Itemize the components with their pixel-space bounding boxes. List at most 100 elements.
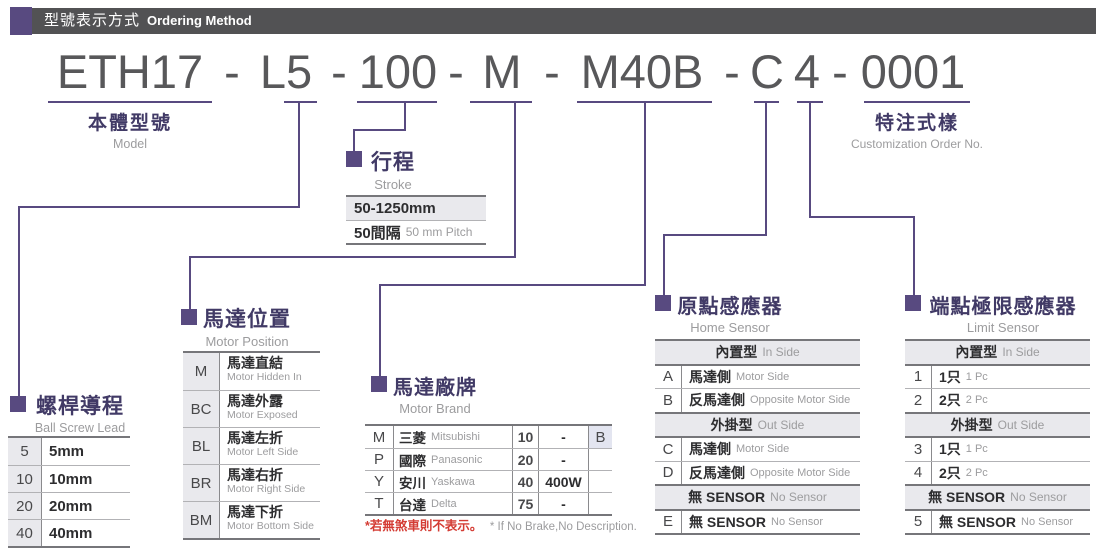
power-value-text: - [561,451,566,468]
position-desc-en: Motor Bottom Side [227,520,314,532]
connector-position [189,256,516,258]
connector-limit [913,216,915,297]
brand-name-en: Mitsubishi [431,431,480,443]
brake-footnote-zh: *若無煞車則不表示。 [365,519,483,533]
brand-name: 台達 Delta [394,493,513,514]
brake-code [589,471,612,492]
table-row: E 無 SENSOR No Sensor [655,508,860,533]
table-row: C 馬達側 Motor Side [655,436,860,461]
position-desc-zh: 馬達下折 [227,504,283,520]
power-value-text: 400W [545,473,582,490]
sensor-desc-zh: 1只 [939,441,961,458]
lead-value-text: 10mm [49,470,93,488]
brand-name-zh: 三菱 [399,431,426,446]
connector-stroke [353,129,355,153]
table-row: Y 安川 Yaskawa 40 400W [365,470,612,492]
connector-limit [809,103,811,218]
connector-lead [18,206,300,208]
group-header-en: In Side [1002,345,1040,360]
sensor-desc-en: 1 Pc [965,443,988,456]
sensor-desc-zh: 2只 [939,392,961,409]
group-header-zh: 內置型 [955,344,998,361]
sensor-code: B [655,389,682,412]
position-desc: 馬達直結 Motor Hidden In [220,353,320,390]
brand-name-zh: 安川 [399,475,426,491]
table-row: D 反馬達側 Opposite Motor Side [655,460,860,484]
connector-position [189,256,191,311]
stroke-pitch-zh: 50間隔 [354,224,401,242]
sensor-desc-en: Motor Side [736,443,790,456]
custom-order-label: 特注式樣 Customization Order No. [834,108,1000,151]
model-body-label: 本體型號 Model [48,108,212,151]
brake-code: B [589,426,612,448]
limit-sensor-title-zh: 端點極限感應器 [929,296,1077,318]
model-segment-custom: 0001 [860,45,966,98]
power-code: 20 [513,449,539,470]
connector-lead [18,206,20,398]
sensor-desc-en: 2 Pc [965,466,988,479]
underline-position [470,101,532,103]
underline-brand [577,101,712,103]
sensor-desc-zh: 反馬達側 [689,392,745,409]
table-row: A 馬達側 Motor Side [655,363,860,388]
position-code: BC [183,391,220,427]
table-row: P 國際 Panasonic 20 - [365,448,612,470]
model-dash: - [448,45,464,98]
sensor-desc: 1只 1 Pc [932,366,1090,389]
lead-code: 40 [8,520,42,546]
sensor-desc: 2只 2 Pc [932,389,1090,412]
table-group-header: 無 SENSOR No Sensor [655,484,860,509]
home-sensor-table: 內置型 In Side A 馬達側 Motor Side B 反馬達側 Oppo… [655,339,860,535]
stroke-title-en: Stroke [374,177,412,192]
sensor-desc: 1只 1 Pc [932,438,1090,461]
section-header-bar [10,8,1096,34]
sensor-desc-zh: 2只 [939,464,961,481]
position-code: M [183,353,220,390]
model-body-label-en: Model [112,137,148,151]
sensor-desc-zh: 1只 [939,368,961,385]
brake-code [589,449,612,470]
table-row: M 馬達直結 Motor Hidden In [183,353,320,390]
limit-sensor-square-icon [905,295,921,311]
sensor-desc-en: Opposite Motor Side [750,394,851,407]
position-desc: 馬達下折 Motor Bottom Side [220,502,320,538]
power-code: 75 [513,493,539,514]
brake-code-text: B [595,428,606,446]
underline-lead [284,101,317,103]
position-desc: 馬達外露 Motor Exposed [220,391,320,427]
motor-brand-title-zh: 馬達廠牌 [393,377,477,399]
ball-screw-title: 螺桿導程 Ball Screw Lead [27,390,133,435]
position-desc: 馬達左折 Motor Left Side [220,428,320,464]
underline-limit [797,101,823,103]
connector-position [514,103,516,258]
power-value: 400W [539,471,589,492]
connector-lead [298,103,300,208]
group-header-en: No Sensor [1010,490,1067,505]
model-segment-stroke: 100 [358,45,438,98]
sensor-code: D [655,461,682,484]
model-dash: - [832,45,848,98]
sensor-desc-zh: 無 SENSOR [689,513,767,530]
table-row: 4 2只 2 Pc [905,460,1090,484]
motor-position-title-zh: 馬達位置 [203,308,291,331]
brand-name: 安川 Yaskawa [394,471,513,492]
model-segment-position: M [482,45,522,98]
ball-screw-title-zh: 螺桿導程 [36,395,124,418]
underline-home [754,101,779,103]
table-group-header: 無 SENSOR No Sensor [905,484,1090,509]
model-body-label-zh: 本體型號 [87,113,172,134]
sensor-code: C [655,438,682,461]
sensor-desc: 反馬達側 Opposite Motor Side [682,389,860,412]
position-code: BR [183,465,220,501]
table-row: 20 20mm [8,492,130,519]
connector-brand [644,103,646,286]
table-row: 3 1只 1 Pc [905,436,1090,461]
home-sensor-square-icon [655,295,671,311]
table-row: 5 無 SENSOR No Sensor [905,508,1090,533]
connector-home [765,103,767,236]
table-row: M 三菱 Mitsubishi 10 - B [365,426,612,448]
lead-value: 20mm [42,493,130,519]
sensor-code: 5 [905,510,932,533]
sensor-desc-en: 2 Pc [965,394,988,407]
